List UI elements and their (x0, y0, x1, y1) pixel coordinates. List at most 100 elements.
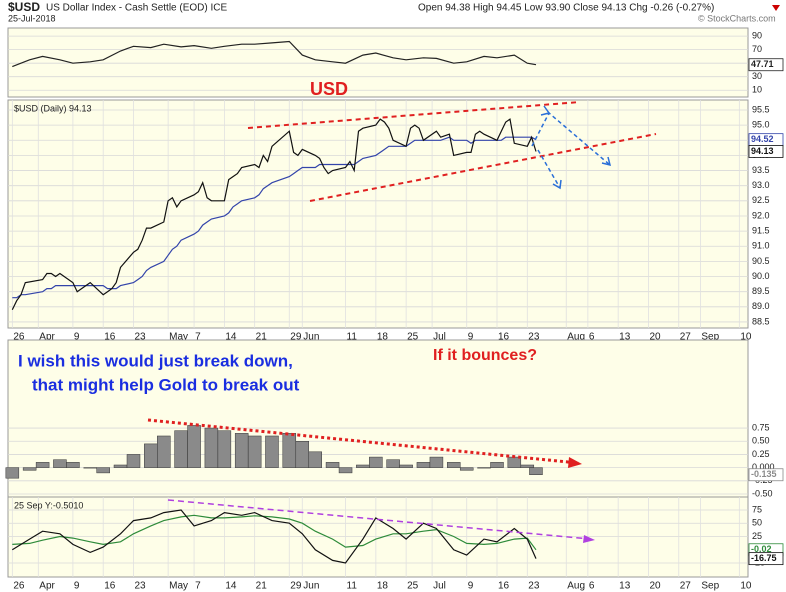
x-tick-label: Aug (567, 332, 585, 343)
x-tick-label: 16 (104, 581, 116, 592)
series-line (12, 514, 537, 551)
y-tick-label: 50 (752, 518, 762, 528)
x-tick-label: 23 (134, 332, 146, 343)
panels: 90 70 50 30 10 47.71 88.5 89.0 89.5 90.0 90.5 91.0 9… (5, 27, 784, 592)
x-tick-label: Apr (39, 581, 55, 592)
quote: Open 94.38 High 94.45 Low 93.90 Close 94… (418, 3, 714, 14)
annotation-title: USD (310, 79, 348, 99)
panel: 0.750.500.250.000-0.25-0.50-0.135 (5, 339, 784, 498)
x-tick-label: 13 (619, 332, 631, 343)
histogram-bar (399, 464, 413, 468)
x-tick-label: 18 (377, 332, 389, 343)
histogram-bar (35, 462, 50, 468)
last-value-label: 47.71 (751, 59, 774, 69)
x-tick-label: 27 (680, 332, 692, 343)
histogram-bar (22, 467, 37, 471)
histogram-bar (338, 467, 353, 474)
y-tick-label: 93.0 (752, 180, 770, 190)
histogram-bar (234, 433, 249, 468)
histogram-bar (520, 464, 535, 468)
histogram-bar (204, 427, 219, 468)
break-arrow (537, 149, 561, 189)
histogram-bar (490, 462, 504, 468)
credit: © StockCharts.com (698, 13, 776, 23)
oscillator-trendline (167, 499, 591, 540)
comment: I wish this would just break down, (18, 351, 293, 370)
panel-title: $USD (Daily) 94.13 (14, 103, 92, 113)
y-tick-label: 88.5 (752, 316, 770, 326)
x-tick-label: 11 (347, 581, 358, 592)
last-value-label: -16.75 (751, 553, 777, 563)
x-tick-label: May (169, 581, 188, 592)
instrument-name: US Dollar Index - Cash Settle (EOD) ICE (46, 3, 227, 14)
panel-background (7, 339, 749, 498)
panel-background (7, 99, 749, 329)
x-tick-label: 9 (468, 332, 474, 343)
x-tick-label: Jul (433, 332, 446, 343)
x-tick-label: Aug (567, 581, 585, 592)
lower-trendline (309, 133, 657, 202)
x-tick-label: 27 (680, 581, 692, 592)
y-tick-label: 10 (752, 85, 762, 95)
y-tick-label: 92.5 (752, 195, 770, 205)
upper-trendline (247, 101, 581, 129)
histogram-bar (446, 462, 461, 468)
histogram-bar (325, 462, 340, 468)
x-tick-label: 23 (134, 581, 146, 592)
x-tick-label: Jun (303, 332, 319, 343)
x-tick-label: 23 (528, 581, 540, 592)
y-tick-label: 0.75 (752, 422, 770, 432)
y-tick-label: 90.0 (752, 271, 770, 281)
x-tick-label: 9 (468, 581, 474, 592)
symbol: $USD (8, 0, 40, 14)
histogram-bar (83, 467, 97, 469)
x-tick-label: 25 (407, 332, 419, 343)
histogram-bar (265, 435, 279, 468)
x-tick-label: 20 (649, 581, 661, 592)
y-tick-label: 90.5 (752, 256, 770, 266)
x-tick-label: 26 (13, 581, 25, 592)
histogram-bar (507, 456, 522, 468)
last-value-box (748, 552, 784, 566)
x-tick-label: 9 (74, 581, 80, 592)
histogram-bar (217, 430, 232, 468)
x-tick-label: 11 (347, 332, 358, 343)
x-tick-label: 20 (649, 332, 661, 343)
x-tick-label: 23 (528, 332, 540, 343)
arrow-head (583, 535, 595, 543)
x-tick-label: 25 (407, 581, 419, 592)
panel-title: 25 Sep Y:-0.5010 (14, 500, 83, 510)
x-tick-label: Sep (701, 581, 719, 592)
y-tick-label: 90 (752, 30, 762, 40)
arrow-head (568, 457, 582, 468)
y-tick-label: 30 (752, 71, 762, 81)
x-tick-label: Jul (433, 581, 446, 592)
histogram-bar (113, 464, 128, 468)
histogram-bar (282, 433, 297, 468)
panel: 755025-2526Apr91623May7142129Jun111825Ju… (7, 496, 784, 592)
panel-background (7, 27, 749, 98)
x-tick-label: 29 (290, 581, 302, 592)
x-tick-label: 16 (104, 332, 116, 343)
x-tick-label: 21 (256, 581, 268, 592)
annotations: USD I wish this would just break down, t… (18, 79, 657, 543)
histogram-bar (96, 467, 110, 474)
histogram-bar (126, 454, 141, 468)
histogram-bar (174, 430, 188, 468)
panel: 88.5 89.0 89.5 90.0 90.5 91.0 91.5 92.0 92.5 93.0… (7, 99, 784, 343)
arrow-head (540, 105, 612, 167)
x-tick-label: 14 (225, 332, 237, 343)
x-tick-label: 10 (740, 332, 752, 343)
last-value-box (748, 58, 784, 72)
x-tick-label: 14 (225, 581, 237, 592)
x-tick-label: 7 (195, 332, 201, 343)
x-tick-label: 6 (589, 581, 595, 592)
histogram-bar (66, 462, 80, 468)
histogram-bar (429, 456, 444, 468)
x-tick-label: 26 (13, 332, 25, 343)
x-tick-label: Apr (39, 332, 55, 343)
y-tick-label: 0.25 (752, 449, 770, 459)
histogram-bar (529, 467, 543, 475)
last-value-label: 94.13 (751, 146, 774, 156)
